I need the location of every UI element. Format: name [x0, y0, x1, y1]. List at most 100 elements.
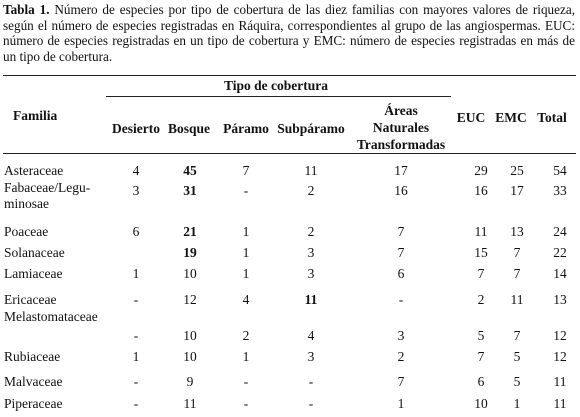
cell-total: 13	[553, 292, 567, 307]
cell-subparamo: -	[308, 374, 314, 389]
cell-areas: -	[398, 292, 404, 307]
cell-desierto: -	[133, 396, 139, 411]
cell-total: 24	[553, 224, 567, 239]
cell-bosque: 45	[183, 163, 197, 178]
cell-emc: 25	[510, 163, 524, 178]
cell-euc: 7	[477, 349, 485, 364]
top-rule	[3, 75, 576, 76]
cell-emc: 13	[510, 224, 524, 239]
cell-total: 22	[553, 245, 567, 260]
header-tipo-cobertura: Tipo de cobertura	[224, 78, 328, 93]
cell-paramo: -	[243, 396, 249, 411]
cell-paramo: 7	[242, 163, 250, 178]
cell-desierto: 3	[132, 183, 140, 198]
header-bosque: Bosque	[167, 121, 211, 136]
cell-areas: 2	[397, 349, 405, 364]
cell-emc: 7	[513, 328, 521, 343]
cell-bosque: 10	[183, 266, 197, 281]
cell-paramo: -	[243, 183, 249, 198]
cell-areas: 7	[397, 245, 405, 260]
cell-areas: 17	[394, 163, 408, 178]
cell-bosque: 11	[183, 396, 197, 411]
cell-paramo: 2	[242, 328, 250, 343]
cell-emc: 17	[510, 183, 524, 198]
cell-bosque: 12	[183, 292, 197, 307]
cell-familia: Poaceae	[4, 224, 49, 239]
cell-bosque: 21	[183, 224, 197, 239]
cell-subparamo: 3	[307, 245, 315, 260]
caption-label: Tabla 1.	[3, 2, 50, 17]
cell-euc: 5	[477, 328, 485, 343]
cell-areas: 7	[397, 374, 405, 389]
header-desierto: Desierto	[112, 121, 160, 136]
cell-desierto: -	[133, 374, 139, 389]
cell-euc: 11	[474, 224, 488, 239]
cell-desierto: -	[133, 292, 139, 307]
cell-desierto: -	[133, 328, 139, 343]
cell-familia: Rubiaceae	[4, 349, 61, 364]
cell-familia: Piperaceae	[4, 396, 63, 411]
cell-bosque: 19	[183, 245, 197, 260]
cell-paramo: -	[243, 374, 249, 389]
cell-total: 14	[553, 266, 567, 281]
cell-emc: 5	[513, 374, 521, 389]
cell-areas: 1	[397, 396, 405, 411]
cell-euc: 2	[477, 292, 485, 307]
cell-bosque: 10	[183, 349, 197, 364]
cell-total: 11	[553, 396, 567, 411]
cell-subparamo: 3	[307, 266, 315, 281]
header-emc: EMC	[495, 110, 527, 125]
cell-familia: Melastomataceae	[4, 309, 98, 324]
header-areas-line2: Naturales	[372, 120, 430, 135]
cell-emc: 7	[513, 245, 521, 260]
cell-desierto: 6	[132, 224, 140, 239]
table-caption: Tabla 1. Número de especies por tipo de …	[3, 2, 575, 64]
header-familia: Familia	[13, 108, 58, 123]
cell-familia: Ericaceae	[4, 292, 57, 307]
cell-subparamo: 2	[307, 183, 315, 198]
cell-areas: 3	[397, 328, 405, 343]
cell-total: 12	[553, 349, 567, 364]
cell-euc: 29	[474, 163, 488, 178]
cell-paramo: 1	[242, 349, 250, 364]
cell-total: 33	[553, 183, 567, 198]
header-euc: EUC	[456, 110, 486, 125]
cell-desierto: 4	[132, 163, 140, 178]
cell-euc: 10	[474, 396, 488, 411]
group-rule	[106, 96, 451, 97]
header-paramo: Páramo	[223, 121, 269, 136]
cell-areas: 6	[397, 266, 405, 281]
cell-emc: 1	[513, 396, 521, 411]
cell-bosque: 31	[183, 183, 197, 198]
cell-subparamo: -	[308, 396, 314, 411]
cell-subparamo: 11	[304, 292, 318, 307]
cell-subparamo: 3	[307, 349, 315, 364]
cell-emc: 5	[513, 349, 521, 364]
cell-familia: Asteraceae	[4, 163, 64, 178]
cell-subparamo: 4	[307, 328, 315, 343]
cell-total: 54	[553, 163, 567, 178]
header-areas-line1: Áreas	[384, 103, 418, 118]
cell-desierto: 1	[132, 349, 140, 364]
cell-emc: 11	[510, 292, 524, 307]
header-total: Total	[537, 110, 567, 125]
cell-familia: Lamiaceae	[4, 266, 63, 281]
cell-emc: 7	[513, 266, 521, 281]
cell-areas: 16	[394, 183, 408, 198]
cell-paramo: 4	[242, 292, 250, 307]
cell-subparamo: 11	[304, 163, 318, 178]
caption-text: Número de especies por tipo de cobertura…	[3, 2, 575, 64]
cell-paramo: 1	[242, 224, 250, 239]
cell-total: 11	[553, 374, 567, 389]
cell-euc: 6	[477, 374, 485, 389]
cell-euc: 15	[474, 245, 488, 260]
cell-bosque: 9	[186, 374, 194, 389]
cell-familia: Solanaceae	[4, 245, 65, 260]
cell-familia: Fabaceae/Legu-	[4, 180, 91, 195]
cell-total: 12	[553, 328, 567, 343]
cell-familia: minosae	[4, 196, 49, 211]
cell-familia: Malvaceae	[4, 374, 63, 389]
cell-areas: 7	[397, 224, 405, 239]
cell-desierto: 1	[132, 266, 140, 281]
cell-euc: 7	[477, 266, 485, 281]
